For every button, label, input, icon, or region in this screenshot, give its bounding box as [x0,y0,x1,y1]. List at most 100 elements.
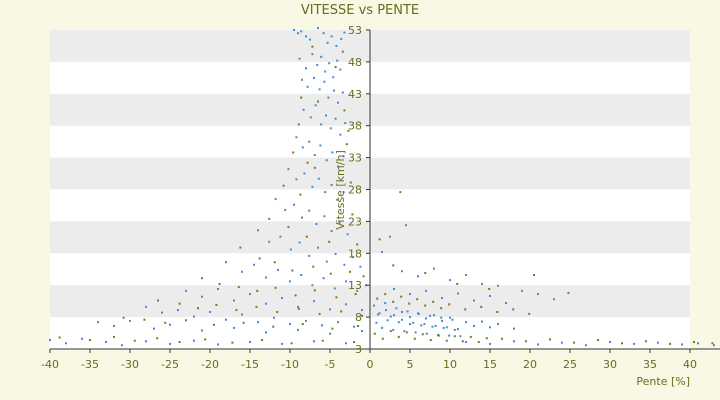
y-tick-label: 38 [348,120,362,133]
data-point [156,337,159,340]
data-point [265,276,267,279]
data-point [449,316,451,319]
data-point [354,293,357,296]
data-point [496,311,499,313]
data-point [97,321,99,324]
data-point [129,319,131,322]
data-point [431,325,434,328]
data-point [295,136,298,139]
x-tick-label: 10 [443,358,457,371]
data-point [537,343,539,346]
chart-title: VITESSE vs PENTE [301,3,419,18]
data-point [318,88,321,91]
data-point [429,339,432,342]
data-point [315,223,318,225]
data-point [481,320,483,323]
data-point [273,316,275,319]
y-tick-label: 53 [348,24,362,37]
data-point [300,30,303,33]
data-point [609,341,611,343]
data-point [693,341,695,343]
data-point [65,342,67,345]
data-point [293,29,295,31]
data-point [320,123,323,126]
data-point [453,328,456,331]
data-point [89,339,91,342]
y-tick-label: 28 [348,184,362,197]
data-point [416,298,419,301]
data-point [343,109,346,112]
data-point [339,68,342,71]
data-point [505,302,507,305]
data-point [417,312,419,315]
data-point [424,304,427,307]
data-point [274,286,277,289]
data-point [241,313,243,316]
data-point [323,215,326,218]
data-point [343,31,346,34]
data-point [185,289,187,292]
data-point [441,319,443,322]
data-point [445,326,448,329]
data-point [133,339,136,342]
data-point [322,32,325,35]
data-point [169,342,171,345]
data-point [320,55,323,58]
data-point [291,269,294,272]
y-tick-label: 8 [355,311,362,324]
data-point [429,314,431,317]
data-point [381,337,384,340]
data-point [282,184,285,187]
data-point [276,311,279,313]
data-point [297,307,300,310]
x-tick-label: -10 [281,358,299,371]
data-point [345,303,347,306]
data-point [378,312,381,315]
data-point [297,123,300,126]
data-point [433,314,435,317]
data-point [353,341,355,343]
data-point [465,321,467,324]
data-point [317,27,319,30]
data-point [473,325,475,327]
data-point [327,96,330,99]
data-point [313,154,316,156]
x-tick-label: 25 [563,358,577,371]
data-point [305,35,307,38]
data-point [405,224,407,227]
data-point [351,213,354,216]
x-tick-label: 30 [603,358,617,371]
data-point [201,329,203,332]
data-point [153,327,155,330]
data-point [356,243,359,246]
x-tick-label: -35 [81,358,99,371]
y-tick-label: 48 [348,56,362,69]
data-point [145,305,147,308]
data-point [268,217,271,220]
data-point [335,44,338,47]
data-point [242,321,245,324]
data-point [424,272,427,275]
data-point [345,342,347,345]
data-point [373,304,375,307]
data-point [573,341,575,344]
data-point [334,252,337,255]
data-point [305,235,308,238]
data-point [349,181,352,184]
data-point [669,342,671,345]
data-point [318,312,321,315]
data-point [313,300,315,303]
data-point [340,310,343,313]
data-point [461,340,464,343]
data-point [347,129,350,132]
data-point [392,328,395,331]
data-point [417,275,419,278]
data-point [178,302,181,305]
data-point [105,341,107,343]
data-point [329,127,332,130]
data-point [340,37,343,40]
data-point [389,315,392,318]
data-point [328,62,331,65]
data-point [473,299,475,302]
data-point [645,340,647,343]
